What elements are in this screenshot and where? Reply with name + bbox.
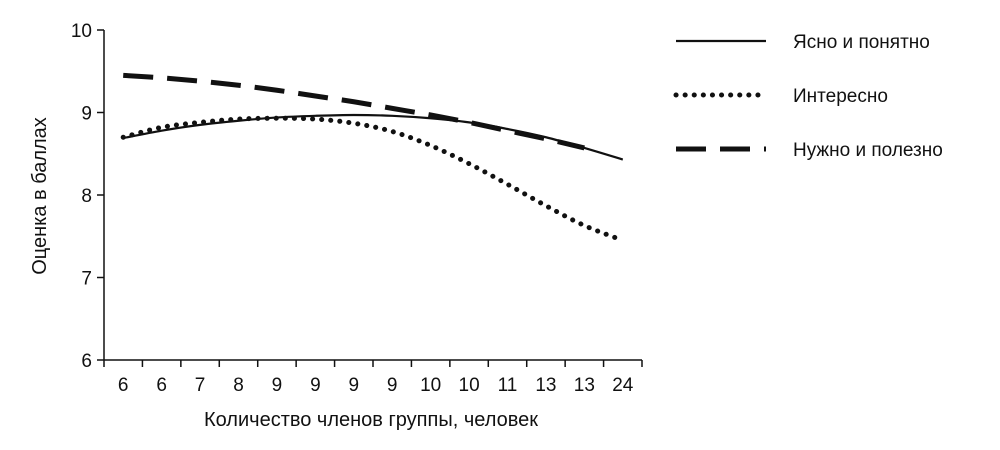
x-tick-label: 13: [535, 375, 556, 396]
series-line-2: [120, 115, 626, 243]
chart-legend: Ясно и понятно Интересно Нужно и полезно: [673, 32, 943, 161]
x-tick-label: 9: [348, 375, 359, 396]
x-ticks: 6 6 7 8 9 9 9 9 10 10 11 13 13 24: [103, 360, 643, 396]
y-axis-title: Оценка в баллах: [29, 117, 51, 275]
legend-label-1: Ясно и понятно: [793, 32, 930, 53]
x-tick-label: 8: [233, 375, 244, 396]
y-tick-label: 8: [81, 186, 92, 207]
legend-label-2: Интересно: [793, 86, 888, 107]
series-line-3: [123, 72, 585, 151]
y-tick-label: 9: [81, 104, 92, 125]
x-tick-label: 13: [574, 375, 595, 396]
chart-axes: 6 7 8 9 10 6 6 7 8 9 9 9 9 10 10 11 13 13 24: [71, 21, 643, 396]
x-tick-label: 11: [498, 375, 518, 396]
x-tick-label: 10: [459, 375, 480, 396]
x-tick-label: 9: [387, 375, 398, 396]
y-tick-label: 6: [81, 351, 92, 372]
series-lines: [120, 72, 626, 243]
x-axis-title: Количество членов группы, человек: [204, 409, 538, 431]
x-tick-label: 6: [156, 375, 167, 396]
x-tick-label: 24: [612, 375, 634, 396]
x-tick-label: 10: [420, 375, 441, 396]
y-tick-label: 10: [71, 21, 92, 42]
legend-label-3: Нужно и полезно: [793, 140, 943, 161]
x-tick-label: 6: [118, 375, 129, 396]
x-tick-label: 9: [310, 375, 321, 396]
x-tick-label: 9: [272, 375, 283, 396]
y-tick-label: 7: [81, 269, 92, 290]
y-ticks: 6 7 8 9 10: [71, 21, 104, 372]
series-line-1: [123, 113, 624, 161]
x-tick-label: 7: [195, 375, 206, 396]
